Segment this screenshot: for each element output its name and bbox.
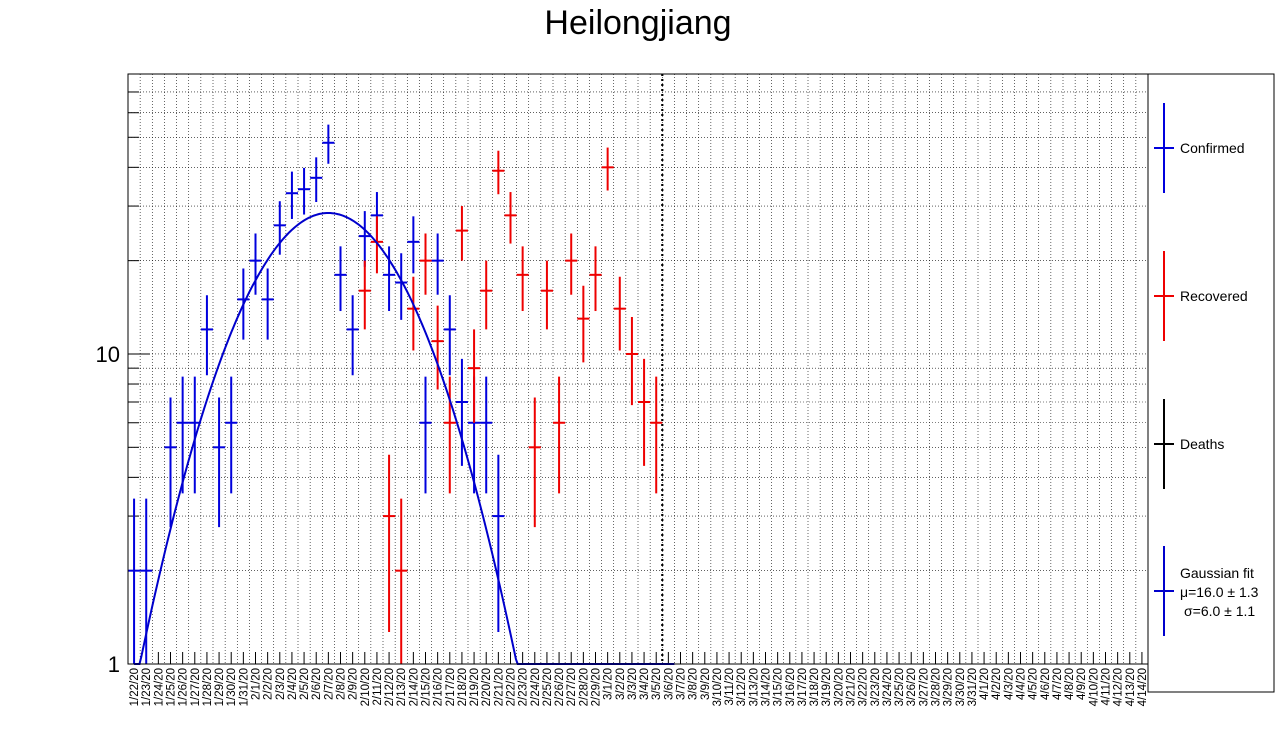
- x-tick-label: 2/6/20: [311, 668, 323, 700]
- x-tick-label: 3/28/20: [931, 668, 943, 706]
- y-tick-label: 10: [96, 342, 120, 367]
- x-tick-label: 1/29/20: [214, 668, 226, 706]
- x-tick-label: 3/22/20: [858, 668, 870, 706]
- x-tick-label: 2/1/20: [251, 668, 263, 700]
- x-tick-label: 2/29/20: [591, 668, 603, 706]
- x-tick-label: 2/12/20: [384, 668, 396, 706]
- x-tick-label: 3/25/20: [894, 668, 906, 706]
- x-tick-label: 3/27/20: [918, 668, 930, 706]
- x-tick-label: 4/14/20: [1137, 668, 1149, 706]
- x-tick-label: 2/15/20: [421, 668, 433, 706]
- x-tick-label: 3/16/20: [785, 668, 797, 706]
- x-tick-label: 2/22/20: [506, 668, 518, 706]
- deaths-legend-label: Deaths: [1180, 436, 1224, 452]
- x-tick-label: 3/4/20: [639, 668, 651, 700]
- x-tick-label: 1/31/20: [238, 668, 250, 706]
- x-tick-label: 3/18/20: [809, 668, 821, 706]
- x-tick-label: 4/3/20: [1003, 668, 1015, 700]
- x-tick-label: 4/4/20: [1016, 668, 1028, 700]
- x-tick-label: 3/19/20: [821, 668, 833, 706]
- x-tick-label: 3/15/20: [773, 668, 785, 706]
- x-tick-label: 3/7/20: [676, 668, 688, 700]
- x-tick-label: 2/7/20: [323, 668, 335, 700]
- x-tick-label: 2/5/20: [299, 668, 311, 700]
- x-tick-label: 3/26/20: [906, 668, 918, 706]
- x-tick-label: 4/6/20: [1040, 668, 1052, 700]
- x-tick-label: 3/10/20: [712, 668, 724, 706]
- x-tick-label: 4/9/20: [1076, 668, 1088, 700]
- x-tick-label: 3/14/20: [761, 668, 773, 706]
- x-tick-label: 2/27/20: [566, 668, 578, 706]
- x-tick-label: 2/3/20: [275, 668, 287, 700]
- x-tick-label: 2/24/20: [530, 668, 542, 706]
- x-tick-label: 1/23/20: [141, 668, 153, 706]
- x-tick-label: 2/10/20: [360, 668, 372, 706]
- y-tick-label: 1: [108, 652, 120, 677]
- x-tick-label: 3/13/20: [748, 668, 760, 706]
- x-tick-label: 4/2/20: [991, 668, 1003, 700]
- x-tick-label: 1/28/20: [202, 668, 214, 706]
- x-tick-label: 2/20/20: [481, 668, 493, 706]
- x-tick-label: 1/25/20: [166, 668, 178, 706]
- x-tick-label: 2/9/20: [348, 668, 360, 700]
- x-tick-label: 2/2/20: [263, 668, 275, 700]
- x-tick-label: 3/29/20: [943, 668, 955, 706]
- x-tick-label: 4/12/20: [1113, 668, 1125, 706]
- chart-title: Heilongjiang: [544, 4, 732, 42]
- x-tick-label: 4/1/20: [979, 668, 991, 700]
- x-tick-label: 2/28/20: [578, 668, 590, 706]
- x-tick-label: 3/6/20: [663, 668, 675, 700]
- x-tick-label: 1/22/20: [129, 668, 141, 706]
- x-tick-label: 3/2/20: [615, 668, 627, 700]
- x-tick-label: 4/10/20: [1088, 668, 1100, 706]
- x-tick-label: 1/30/20: [226, 668, 238, 706]
- x-tick-label: 2/16/20: [433, 668, 445, 706]
- x-tick-label: 2/18/20: [457, 668, 469, 706]
- x-tick-label: 4/8/20: [1064, 668, 1076, 700]
- x-tick-label: 3/8/20: [688, 668, 700, 700]
- x-tick-label: 3/3/20: [627, 668, 639, 700]
- x-tick-label: 2/11/20: [372, 668, 384, 706]
- x-tick-label: 2/23/20: [518, 668, 530, 706]
- x-tick-label: 2/8/20: [336, 668, 348, 700]
- x-tick-label: 3/20/20: [833, 668, 845, 706]
- fit-sigma-label: σ=6.0 ± 1.1: [1184, 603, 1255, 619]
- x-tick-label: 3/12/20: [736, 668, 748, 706]
- x-tick-label: 2/25/20: [542, 668, 554, 706]
- fit-mu-label: μ=16.0 ± 1.3: [1180, 584, 1259, 600]
- x-tick-label: 2/21/20: [493, 668, 505, 706]
- x-tick-label: 2/4/20: [287, 668, 299, 700]
- fit-legend-label: Gaussian fit: [1180, 565, 1254, 581]
- x-tick-label: 2/26/20: [554, 668, 566, 706]
- x-tick-label: 4/13/20: [1125, 668, 1137, 706]
- x-tick-label: 1/26/20: [178, 668, 190, 706]
- x-tick-label: 3/23/20: [870, 668, 882, 706]
- x-tick-label: 3/11/20: [724, 668, 736, 706]
- x-tick-label: 3/1/20: [603, 668, 615, 700]
- x-tick-label: 2/19/20: [469, 668, 481, 706]
- confirmed-legend-label: Confirmed: [1180, 140, 1245, 156]
- x-tick-label: 4/7/20: [1052, 668, 1064, 700]
- x-tick-label: 1/24/20: [153, 668, 165, 706]
- recovered-legend-label: Recovered: [1180, 288, 1248, 304]
- x-tick-label: 2/14/20: [408, 668, 420, 706]
- x-tick-label: 3/17/20: [797, 668, 809, 706]
- x-tick-label: 3/21/20: [846, 668, 858, 706]
- x-tick-label: 3/5/20: [651, 668, 663, 700]
- x-tick-label: 3/30/20: [955, 668, 967, 706]
- x-tick-label: 2/13/20: [396, 668, 408, 706]
- x-tick-label: 1/27/20: [190, 668, 202, 706]
- legend-box: [1147, 73, 1275, 693]
- x-tick-label: 4/11/20: [1101, 668, 1113, 706]
- x-tick-label: 3/24/20: [882, 668, 894, 706]
- x-tick-label: 3/9/20: [700, 668, 712, 700]
- x-tick-label: 3/31/20: [967, 668, 979, 706]
- x-tick-label: 2/17/20: [445, 668, 457, 706]
- x-tick-label: 4/5/20: [1028, 668, 1040, 700]
